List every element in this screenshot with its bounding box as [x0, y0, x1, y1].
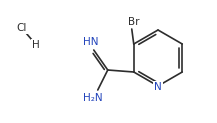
Text: N: N: [154, 82, 162, 92]
Text: Br: Br: [128, 17, 140, 27]
Text: HN: HN: [83, 37, 99, 47]
Text: H: H: [32, 40, 40, 50]
Text: H₂N: H₂N: [83, 93, 103, 103]
Text: Cl: Cl: [17, 23, 27, 33]
